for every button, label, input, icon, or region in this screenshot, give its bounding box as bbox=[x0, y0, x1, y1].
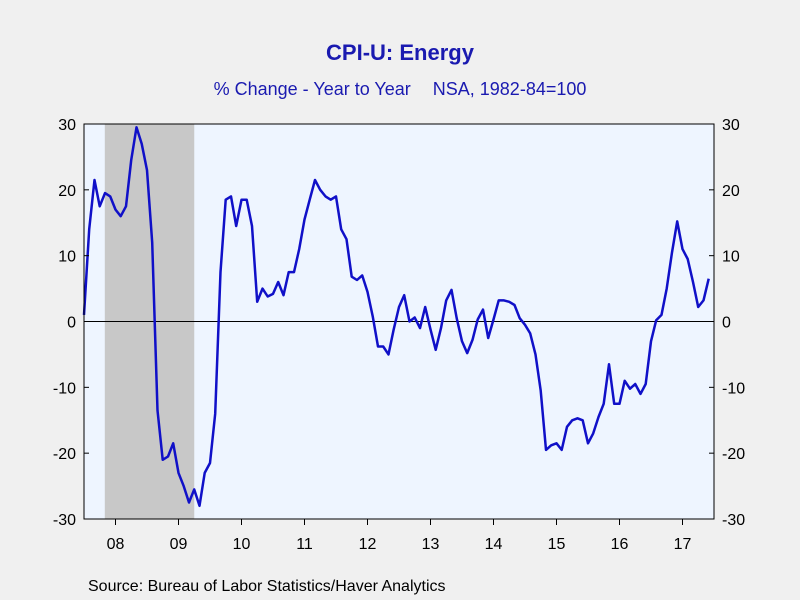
x-tick-label: 10 bbox=[233, 536, 251, 553]
source-note: Source: Bureau of Labor Statistics/Haver… bbox=[88, 578, 446, 595]
y-tick-label-right: -10 bbox=[722, 380, 745, 397]
y-tick-label-left: 0 bbox=[67, 315, 76, 332]
x-tick-label: 12 bbox=[359, 536, 377, 553]
y-tick-label-left: 30 bbox=[58, 117, 76, 134]
chart-subtitle: % Change - Year to Year NSA, 1982-84=100 bbox=[0, 79, 800, 100]
x-tick-label: 15 bbox=[548, 536, 566, 553]
x-tick-label: 14 bbox=[485, 536, 503, 553]
y-tick-label-right: 30 bbox=[722, 117, 740, 134]
subtitle-measure: % Change - Year to Year bbox=[213, 79, 411, 99]
y-tick-label-right: 10 bbox=[722, 249, 740, 266]
x-tick-label: 16 bbox=[611, 536, 629, 553]
series-line bbox=[82, 126, 710, 508]
x-tick-label: 08 bbox=[107, 536, 125, 553]
y-tick-label-right: 20 bbox=[722, 183, 740, 200]
x-tick-label: 09 bbox=[170, 536, 188, 553]
y-tick-label-right: 0 bbox=[722, 315, 731, 332]
x-tick-label: 17 bbox=[674, 536, 692, 553]
x-tick-label: 13 bbox=[422, 536, 440, 553]
subtitle-base: NSA, 1982-84=100 bbox=[432, 79, 587, 99]
chart-title: CPI-U: Energy bbox=[326, 40, 474, 65]
y-tick-label-left: -30 bbox=[53, 512, 76, 529]
y-tick-label-left: -20 bbox=[53, 446, 76, 463]
y-tick-label-left: 20 bbox=[58, 183, 76, 200]
y-tick-label-right: -20 bbox=[722, 446, 745, 463]
y-tick-label-right: -30 bbox=[722, 512, 745, 529]
y-tick-label-left: -10 bbox=[53, 380, 76, 397]
y-tick-label-left: 10 bbox=[58, 249, 76, 266]
x-tick-label: 11 bbox=[296, 536, 313, 553]
